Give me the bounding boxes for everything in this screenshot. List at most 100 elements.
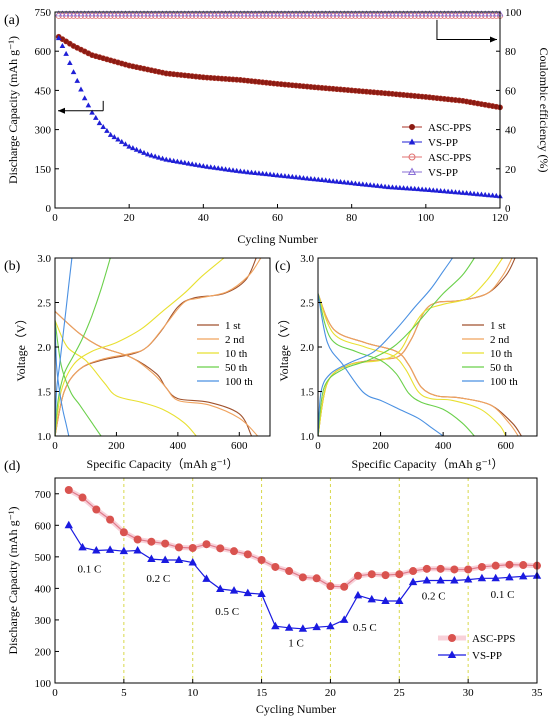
rate-annotation: 0.1 C xyxy=(78,564,102,576)
y-tick-label: 2.5 xyxy=(37,298,51,310)
x-tick-label: 0 xyxy=(52,212,58,224)
ce-vs-pp-point xyxy=(118,10,126,17)
y-tick-label: 1.5 xyxy=(300,387,314,399)
ce-vs-pp-point xyxy=(114,10,122,17)
ce-vs-pp-point xyxy=(418,10,426,17)
x-tick-label: 0 xyxy=(52,440,58,452)
ce-vs-pp-point xyxy=(415,10,422,17)
vs-pp-point xyxy=(271,621,280,630)
x-tick-label: 600 xyxy=(497,440,514,452)
legend-marker-asc-pps xyxy=(409,124,415,130)
voltage-curve-discharge xyxy=(317,293,444,437)
ce-vs-pp-point xyxy=(240,10,248,17)
voltage-curve-charge xyxy=(317,257,475,437)
vs-pp-point xyxy=(188,558,197,566)
vs-pp-point xyxy=(482,191,488,197)
y-tick-label: 0 xyxy=(46,203,52,215)
vs-pp-point xyxy=(78,86,84,92)
vs-pp-point xyxy=(111,134,118,140)
x-tick-label: 600 xyxy=(231,440,248,452)
ce-vs-pp-point xyxy=(84,10,92,17)
ce-vs-pp-point xyxy=(359,10,367,17)
ce-vs-pp-point xyxy=(422,10,430,17)
x-tick-label: 400 xyxy=(435,440,452,452)
ce-vs-pp-point xyxy=(303,10,311,17)
ce-vs-pp-point xyxy=(444,10,452,17)
y-tick-label: 500 xyxy=(35,552,52,564)
vs-pp-point xyxy=(267,171,273,177)
vs-pp-point xyxy=(330,178,336,184)
y-tick-label: 2.0 xyxy=(37,342,51,354)
y2-axis-label: Coulombic efficiency (%) xyxy=(537,47,550,172)
ce-vs-pp-point xyxy=(455,10,463,17)
ce-vs-pp-point xyxy=(203,10,211,17)
ce-vs-pp-point xyxy=(62,10,70,17)
rate-annotation: 0.1 C xyxy=(491,589,515,601)
vs-pp-point xyxy=(216,584,225,593)
ce-vs-pp-point xyxy=(55,10,63,17)
asc-pps-point xyxy=(464,565,473,574)
ce-vs-pp-point xyxy=(300,10,307,17)
legend-marker-ce-asc-pps xyxy=(408,153,416,161)
asc-pps-point xyxy=(312,574,321,583)
ce-vs-pp-point xyxy=(403,10,411,17)
ce-vs-pp-point xyxy=(311,10,318,17)
plot-frame xyxy=(54,477,538,684)
rate-annotation: 0.2 C xyxy=(146,573,170,585)
y2-tick-label: 0 xyxy=(505,203,511,215)
vs-pp-point xyxy=(200,163,207,169)
voltage-curve-discharge xyxy=(317,293,507,437)
vs-pp-point xyxy=(189,161,196,167)
ce-vs-pp-point xyxy=(340,10,348,17)
y-axis-label: Voltage（V） xyxy=(14,312,28,381)
vs-pp-point xyxy=(55,35,62,41)
vs-pp-point xyxy=(104,127,110,133)
y2-tick-label: 40 xyxy=(505,125,517,137)
x-tick-label: 30 xyxy=(463,687,475,699)
vs-pp-point xyxy=(450,576,459,584)
ce-vs-pp-point xyxy=(392,10,400,17)
vs-pp-point xyxy=(315,176,322,182)
vs-pp-point xyxy=(211,164,218,170)
vs-pp-point xyxy=(100,123,107,129)
vs-pp-point xyxy=(152,153,158,159)
ce-vs-pp-point xyxy=(314,10,322,17)
vs-pp-point xyxy=(130,145,136,151)
ce-vs-pp-point xyxy=(162,10,170,17)
legend-label: 10 th xyxy=(225,348,248,360)
y-tick-label: 400 xyxy=(35,583,52,595)
vs-pp-point xyxy=(248,169,255,175)
vs-pp-point xyxy=(92,546,101,554)
vs-pp-point xyxy=(237,168,244,174)
vs-pp-point xyxy=(489,192,496,198)
ce-vs-pp-point xyxy=(188,10,196,17)
ce-vs-pp-point xyxy=(459,10,467,17)
x-tick-label: 10 xyxy=(187,687,199,699)
vs-pp-point xyxy=(219,165,225,171)
ce-vs-pp-point xyxy=(129,10,137,17)
vs-pp-point xyxy=(174,158,181,164)
ce-vs-pp-point xyxy=(344,10,352,17)
vs-pp-point xyxy=(467,190,474,196)
vs-pp-point xyxy=(322,177,329,183)
ce-vs-pp-point xyxy=(333,10,341,17)
vs-pp-point xyxy=(156,154,162,160)
vs-pp-point xyxy=(85,102,92,108)
ce-vs-pp-point xyxy=(370,10,378,17)
vs-pp-point xyxy=(348,180,355,186)
vs-pp-point xyxy=(257,589,266,598)
vs-pp-point xyxy=(215,165,221,171)
asc-pps-point xyxy=(216,544,225,553)
vs-pp-point xyxy=(137,148,144,154)
vs-pp-point xyxy=(477,573,487,582)
ce-vs-pp-point xyxy=(485,10,493,17)
vs-pp-point xyxy=(298,624,308,632)
ce-vs-pp-point xyxy=(166,10,174,17)
x-tick-label: 0 xyxy=(315,440,321,452)
ce-vs-pp-point xyxy=(170,10,178,17)
vs-pp-point xyxy=(285,173,292,179)
vs-pp-point xyxy=(326,177,333,183)
y-tick-label: 700 xyxy=(35,489,52,501)
vs-pp-point xyxy=(193,161,199,167)
